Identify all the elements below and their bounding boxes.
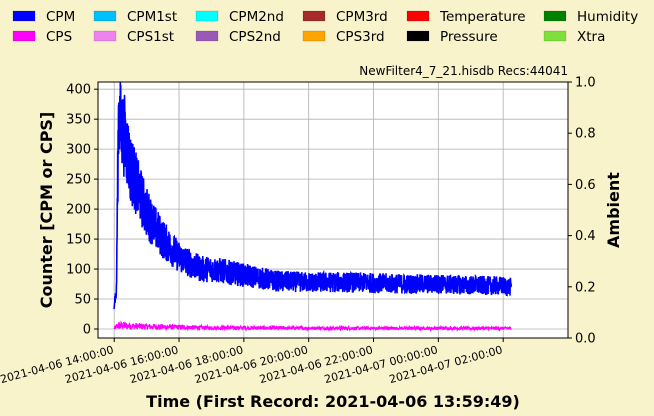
plot-area [98, 82, 568, 338]
legend-label: CPS [46, 29, 72, 45]
y-right-tick-label: 0.2 [575, 280, 596, 295]
y-right-tick-label: 0.4 [575, 229, 596, 244]
y-left-tick-label: 250 [66, 173, 91, 188]
legend-item: Humidity [543, 9, 638, 25]
y-left-tick-label: 300 [66, 143, 91, 158]
legend-item: CPS [12, 29, 72, 45]
legend-label: Humidity [577, 9, 638, 25]
y-right-tick-label: 1.0 [575, 76, 596, 91]
legend-swatch [406, 10, 430, 22]
legend-item: CPS3rd [302, 29, 385, 45]
legend-item: Pressure [406, 29, 498, 45]
legend-item: CPS1st [93, 29, 174, 45]
legend-item: Xtra [543, 29, 605, 45]
y-left-tick-label: 200 [66, 203, 91, 218]
series-cpm-line [113, 81, 512, 310]
y-right-tick-label: 0.6 [575, 178, 596, 193]
legend-swatch [543, 10, 567, 22]
legend-swatch [302, 10, 326, 22]
legend-item: CPM3rd [302, 9, 388, 25]
legend-swatch [12, 30, 36, 42]
y-left-tick-label: 50 [74, 293, 91, 308]
y-left-tick-label: 150 [66, 233, 91, 248]
legend-swatch [93, 10, 117, 22]
legend-label: CPM2nd [229, 9, 284, 25]
legend-item: CPS2nd [195, 29, 281, 45]
legend-label: CPS2nd [229, 29, 281, 45]
legend-label: Pressure [440, 29, 498, 45]
y-left-tick-label: 100 [66, 263, 91, 278]
legend-swatch [195, 10, 219, 22]
y-left-tick-label: 400 [66, 83, 91, 98]
y-right-tick-label: 0.8 [575, 127, 596, 142]
legend-label: CPM1st [127, 9, 177, 25]
series-cps-line [113, 320, 512, 333]
y-left-tick-label: 350 [66, 113, 91, 128]
legend-swatch [302, 30, 326, 42]
file-info: NewFilter4_7_21.hisdb Recs:44041 [359, 64, 568, 78]
legend-item: Temperature [406, 9, 526, 25]
legend-swatch [406, 30, 430, 42]
legend-label: Xtra [577, 29, 605, 45]
plot-frame [97, 81, 569, 339]
y-right-tick-label: 0.0 [575, 332, 596, 347]
legend-swatch [12, 10, 36, 22]
legend-label: CPS1st [127, 29, 174, 45]
legend-item: CPM2nd [195, 9, 284, 25]
legend-label: CPS3rd [336, 29, 385, 45]
y-left-axis-title: Counter [CPM or CPS] [37, 112, 56, 309]
y-right-axis-title: Ambient [604, 172, 623, 248]
y-left-tick-label: 0 [83, 323, 91, 338]
legend-item: CPM [12, 9, 75, 25]
legend-swatch [93, 30, 117, 42]
legend-label: Temperature [439, 9, 526, 25]
legend-label: CPM3rd [336, 9, 388, 25]
legend-swatch [195, 30, 219, 42]
legend-label: CPM [46, 9, 75, 25]
x-axis-title: Time (First Record: 2021-04-06 13:59:49) [146, 392, 520, 411]
legend-item: CPM1st [93, 9, 177, 25]
legend-swatch [543, 30, 567, 42]
